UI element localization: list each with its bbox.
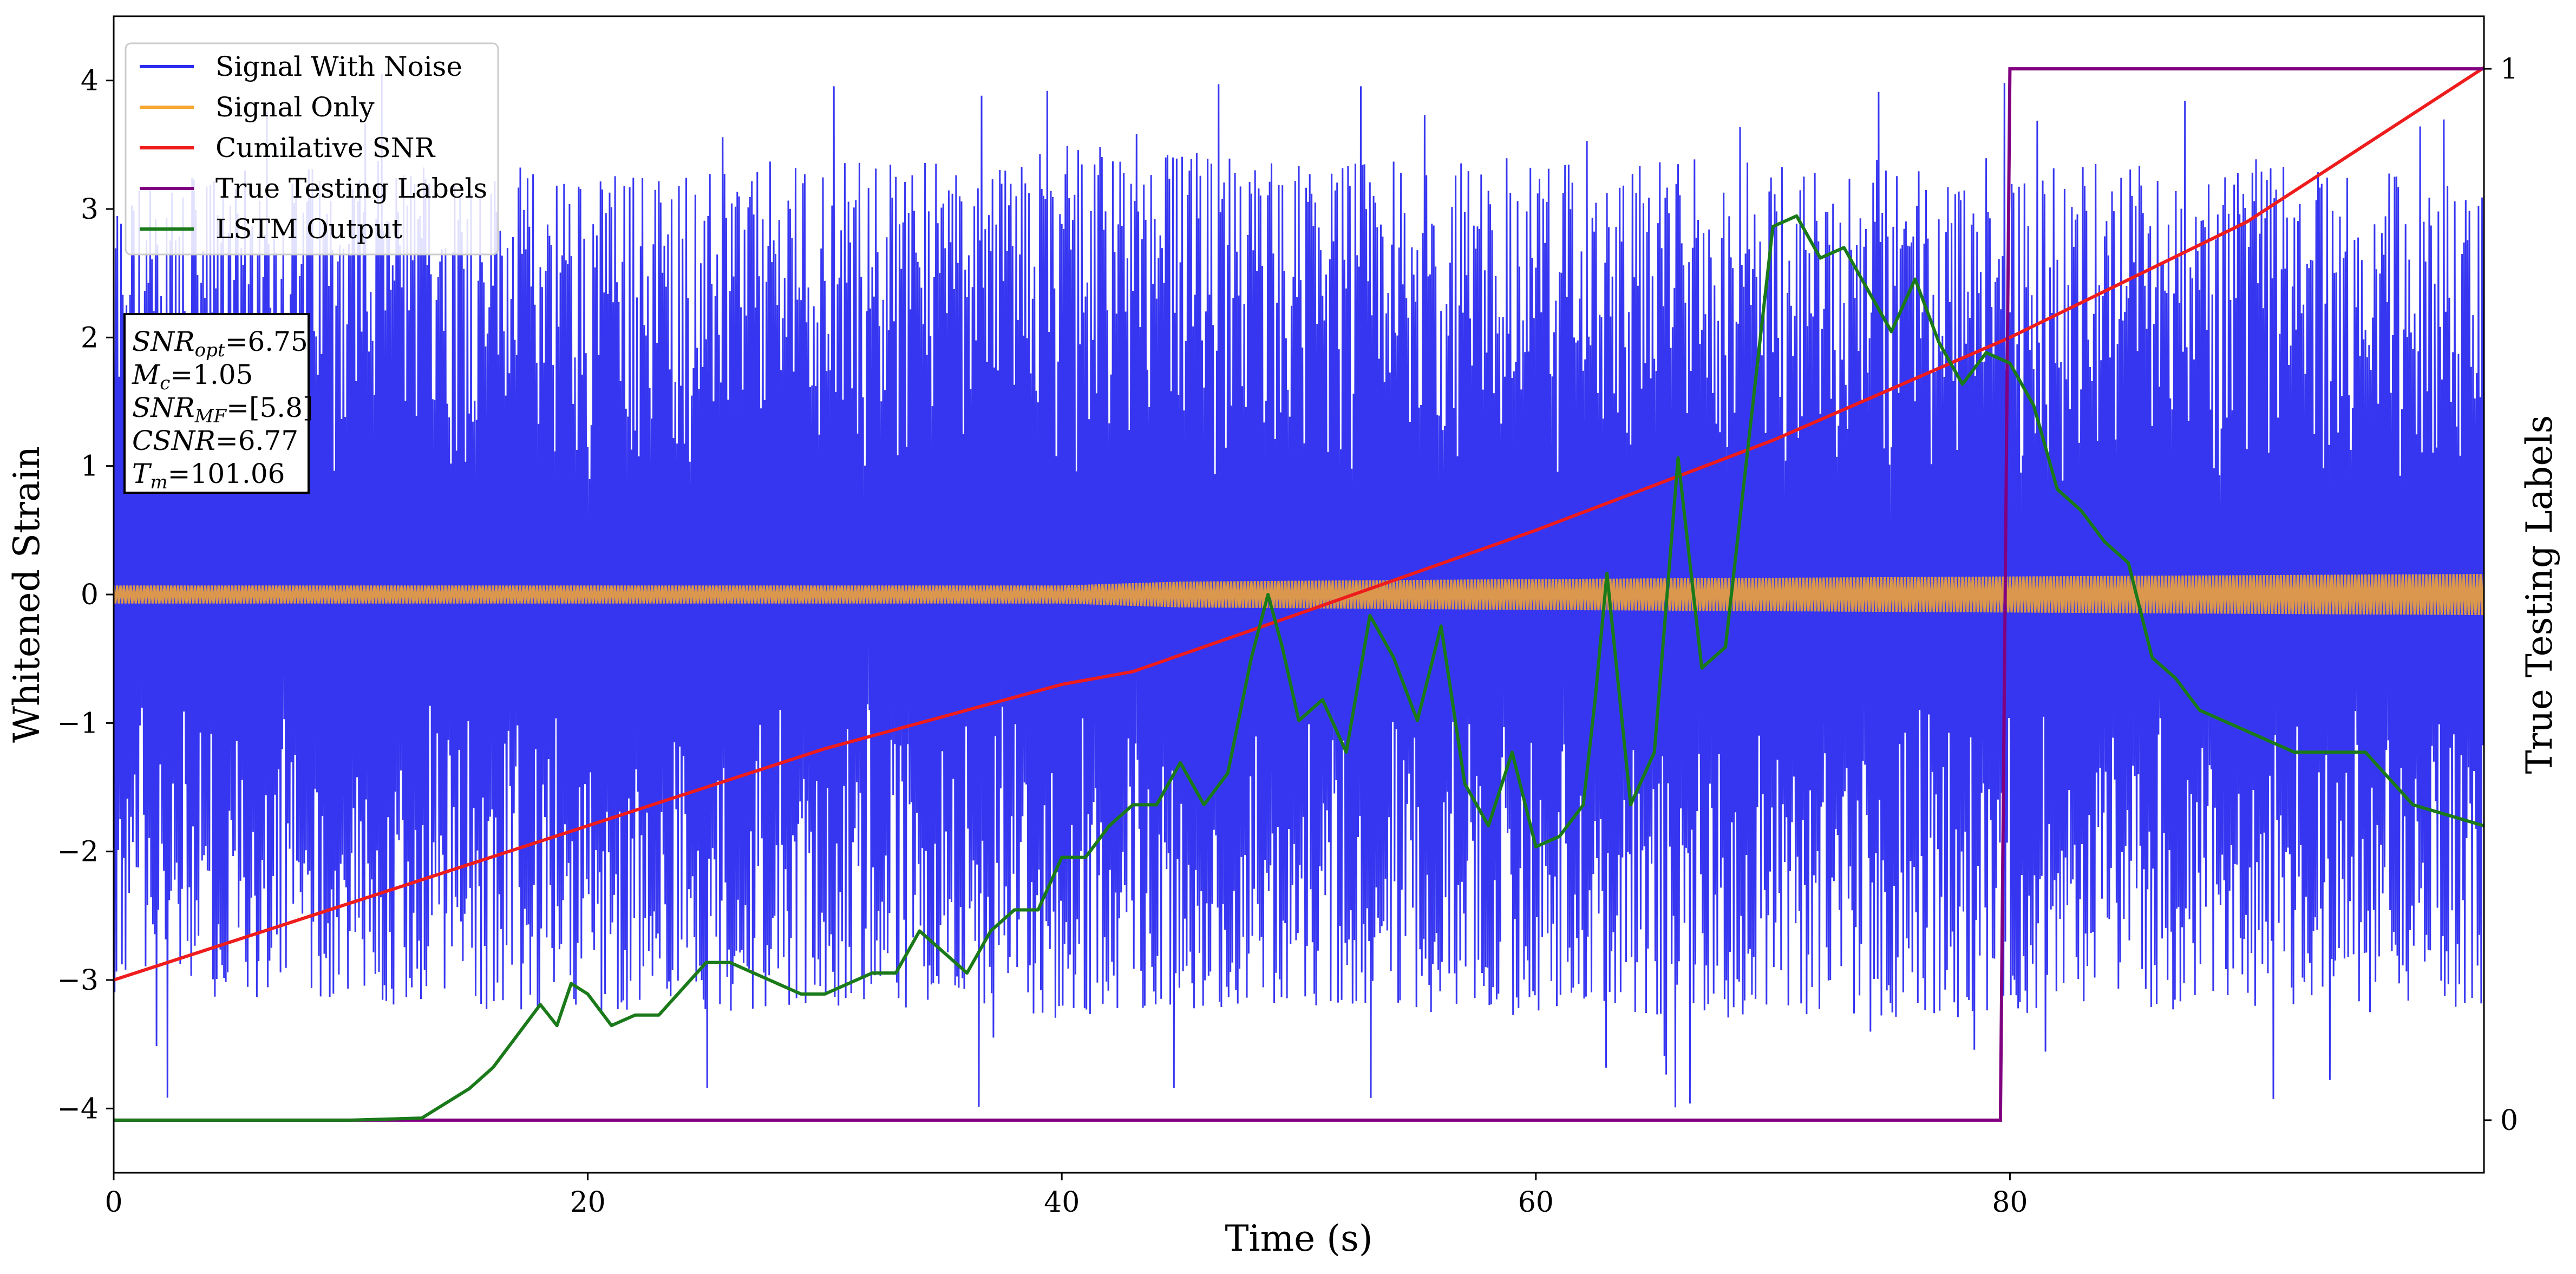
y-tick-label: 4 [81, 65, 99, 97]
y-tick-label: −2 [57, 836, 99, 868]
y-right-tick-label: 0 [2500, 1105, 2518, 1137]
annotation-lines: SNRopt=6.75Mc=1.05SNRMF=[5.8]CSNR=6.77Tm… [132, 326, 313, 493]
legend-label: Signal With Noise [215, 51, 462, 82]
legend-label: Signal Only [215, 92, 375, 123]
x-tick-label: 60 [1518, 1186, 1554, 1219]
annotation-box: SNRopt=6.75Mc=1.05SNRMF=[5.8]CSNR=6.77Tm… [123, 313, 313, 494]
legend: Signal With Noise Signal Only Cumilative S… [125, 42, 499, 256]
y-tick-label: −3 [57, 964, 99, 997]
x-tick-label: 40 [1044, 1186, 1080, 1219]
y-axis-title: Whitened Strain [6, 446, 48, 743]
x-tick-label: 80 [1992, 1186, 2028, 1219]
annotation-line: CSNR=6.77 [132, 425, 298, 456]
annotation-frame [123, 313, 310, 494]
legend-box [125, 42, 499, 256]
annotation-line: Mc=1.05 [132, 359, 253, 394]
annotation-line: Tm=101.06 [132, 458, 285, 493]
series-true-testing-labels [114, 67, 2484, 1122]
series-signal-only [114, 573, 2484, 616]
y-tick-label: 1 [81, 450, 99, 483]
x-tick-label: 20 [570, 1186, 606, 1219]
y-tick-label: −1 [57, 707, 99, 740]
legend-label: True Testing Labels [215, 173, 487, 204]
legend-label: LSTM Output [215, 213, 402, 245]
y-tick-label: 0 [81, 579, 99, 611]
plot-area [114, 66, 2484, 1122]
y-right-tick-label: 1 [2500, 53, 2518, 86]
annotation-line: SNRMF=[5.8] [132, 392, 313, 427]
y-axis-right-title: True Testing Labels [2519, 415, 2560, 774]
y-tick-label: 2 [81, 322, 99, 354]
y-tick-label: 3 [81, 193, 99, 226]
series-signal-with-noise [114, 73, 2484, 1108]
series-lstm-output [114, 214, 2484, 1122]
legend-label: Cumilative SNR [215, 132, 435, 164]
x-tick-label: 0 [104, 1186, 122, 1219]
series-layer [114, 66, 2484, 1122]
annotation-line: SNRopt=6.75 [132, 326, 308, 361]
legend-items: Signal With Noise Signal Only Cumilative S… [140, 51, 487, 245]
series-cumulative-snr [114, 66, 2484, 982]
y-tick-label: −4 [57, 1093, 99, 1125]
x-axis-title: Time (s) [1225, 1218, 1372, 1259]
